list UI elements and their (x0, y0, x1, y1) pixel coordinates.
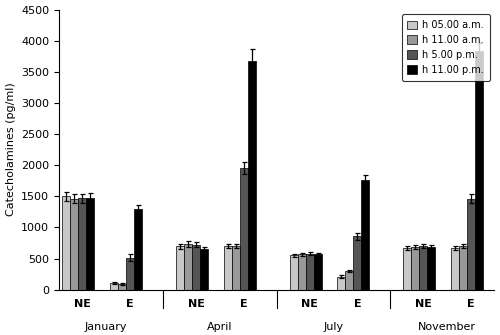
Bar (475, 51, 483, 290)
Bar (428, 247, 436, 290)
Bar (134, 209, 142, 290)
Bar (346, 271, 354, 290)
Bar (86, 198, 94, 290)
Bar (126, 258, 134, 290)
Text: July: July (324, 322, 344, 332)
Text: April: April (207, 322, 233, 332)
Bar (290, 255, 298, 290)
Bar (232, 246, 239, 290)
Bar (459, 246, 467, 290)
Bar (176, 246, 184, 290)
Bar (354, 236, 362, 290)
Bar (412, 247, 420, 290)
Bar (420, 246, 428, 290)
Bar (78, 198, 86, 290)
Bar (70, 199, 78, 290)
Bar (306, 254, 314, 290)
Bar (298, 254, 306, 290)
Bar (62, 196, 70, 290)
Bar (240, 168, 248, 290)
Text: November: November (418, 322, 476, 332)
Bar (224, 246, 232, 290)
Bar (467, 199, 475, 290)
Bar (362, 180, 370, 290)
Bar (404, 248, 411, 290)
Legend: h 05.00 a.m., h 11.00 a.m., h 5.00 p.m., h 11.00 p.m.: h 05.00 a.m., h 11.00 a.m., h 5.00 p.m.,… (402, 14, 490, 81)
Bar (248, 61, 256, 290)
Bar (184, 244, 192, 290)
Bar (451, 248, 459, 290)
Text: January: January (85, 322, 128, 332)
Bar (118, 284, 126, 290)
Bar (314, 254, 322, 290)
Bar (337, 277, 345, 290)
Bar (192, 245, 200, 290)
Bar (200, 249, 208, 290)
Y-axis label: Catecholamines (pg/ml): Catecholamines (pg/ml) (6, 83, 16, 216)
Bar (110, 283, 118, 290)
